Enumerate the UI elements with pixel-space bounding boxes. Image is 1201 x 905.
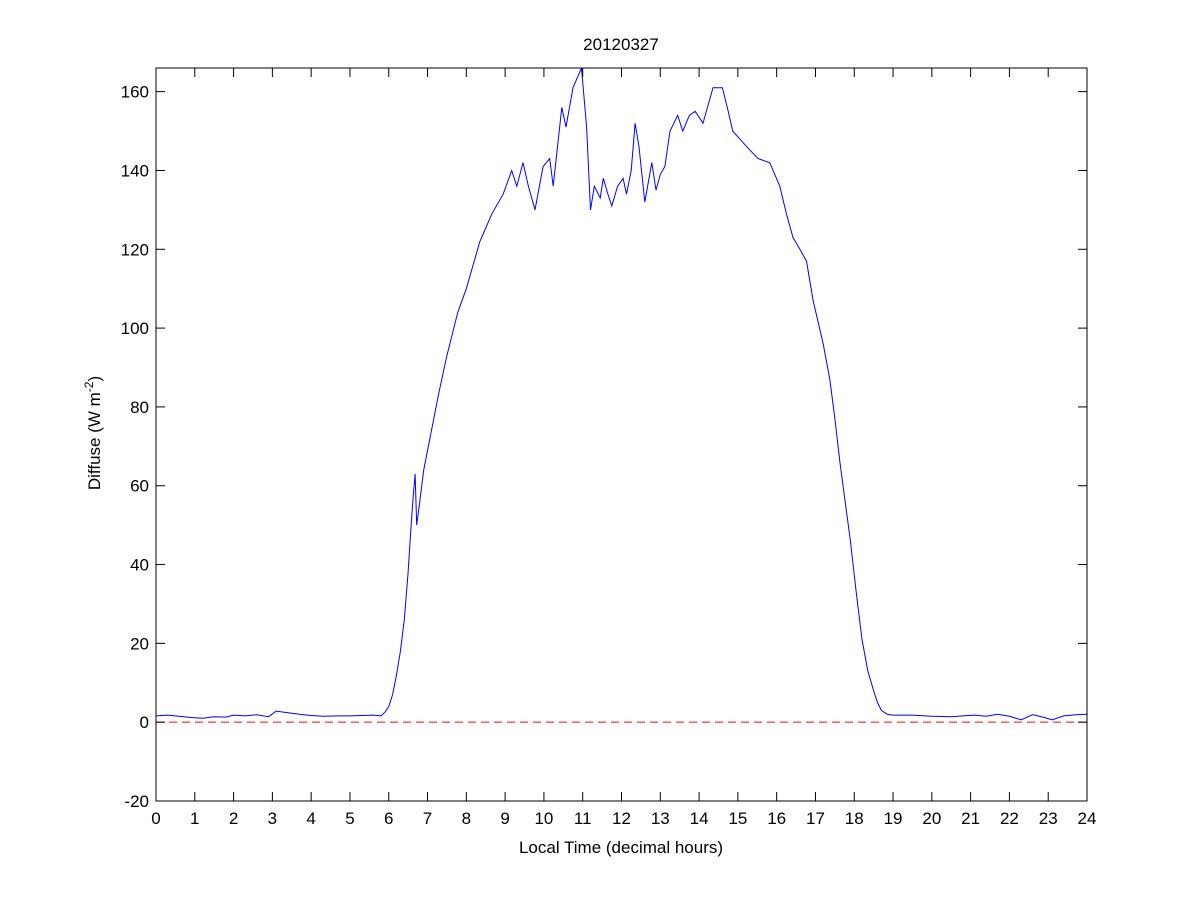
x-tick-label: 20 xyxy=(922,809,941,828)
x-tick-label: 19 xyxy=(884,809,903,828)
x-tick-label: 15 xyxy=(728,809,747,828)
x-tick-label: 24 xyxy=(1078,809,1097,828)
x-tick-label: 13 xyxy=(651,809,670,828)
x-tick-label: 12 xyxy=(612,809,631,828)
x-tick-label: 18 xyxy=(845,809,864,828)
y-tick-label: -20 xyxy=(124,792,149,811)
x-tick-label: 16 xyxy=(767,809,786,828)
y-axis-label-superscript: -2 xyxy=(82,381,96,392)
y-axis: -20 0 20 40 60 80 100 120 140 160 xyxy=(121,83,1087,811)
x-tick-label: 7 xyxy=(423,809,432,828)
x-tick-label: 0 xyxy=(151,809,160,828)
x-axis: 0 1 2 3 4 5 6 7 8 9 10 11 12 13 14 15 16 17 18 19 20 21 22 23 24 xyxy=(151,68,1096,828)
x-tick-label: 11 xyxy=(574,809,592,828)
x-axis-label: Local Time (decimal hours) xyxy=(519,838,723,857)
x-tick-label: 22 xyxy=(1000,809,1019,828)
y-tick-label: 40 xyxy=(130,556,149,575)
x-tick-label: 3 xyxy=(268,809,277,828)
x-tick-label: 9 xyxy=(500,809,509,828)
series-line xyxy=(155,67,1088,721)
x-tick-label: 23 xyxy=(1039,809,1058,828)
x-tick-label: 5 xyxy=(345,809,354,828)
y-tick-label: 20 xyxy=(130,634,149,653)
y-tick-label: 100 xyxy=(121,319,149,338)
x-tick-label: 10 xyxy=(534,809,553,828)
x-tick-label: 1 xyxy=(190,809,199,828)
x-tick-label: 17 xyxy=(806,809,825,828)
x-tick-label: 2 xyxy=(229,809,238,828)
x-tick-label: 6 xyxy=(384,809,393,828)
y-tick-label: 160 xyxy=(121,83,149,102)
y-tick-label: 80 xyxy=(130,398,149,417)
y-tick-label: 140 xyxy=(121,161,149,180)
x-tick-label: 21 xyxy=(961,809,980,828)
x-tick-label: 14 xyxy=(690,809,709,828)
y-axis-label-main: Diffuse (W m xyxy=(85,392,104,490)
x-tick-label: 4 xyxy=(306,809,315,828)
y-tick-label: 60 xyxy=(130,477,149,496)
y-axis-label-close: ) xyxy=(85,376,104,382)
x-tick-label: 8 xyxy=(462,809,471,828)
chart-title: 20120327 xyxy=(583,35,659,54)
y-tick-label: 120 xyxy=(121,240,149,259)
y-tick-label: 0 xyxy=(140,713,149,732)
y-axis-label: Diffuse (W m-2) xyxy=(82,376,104,490)
